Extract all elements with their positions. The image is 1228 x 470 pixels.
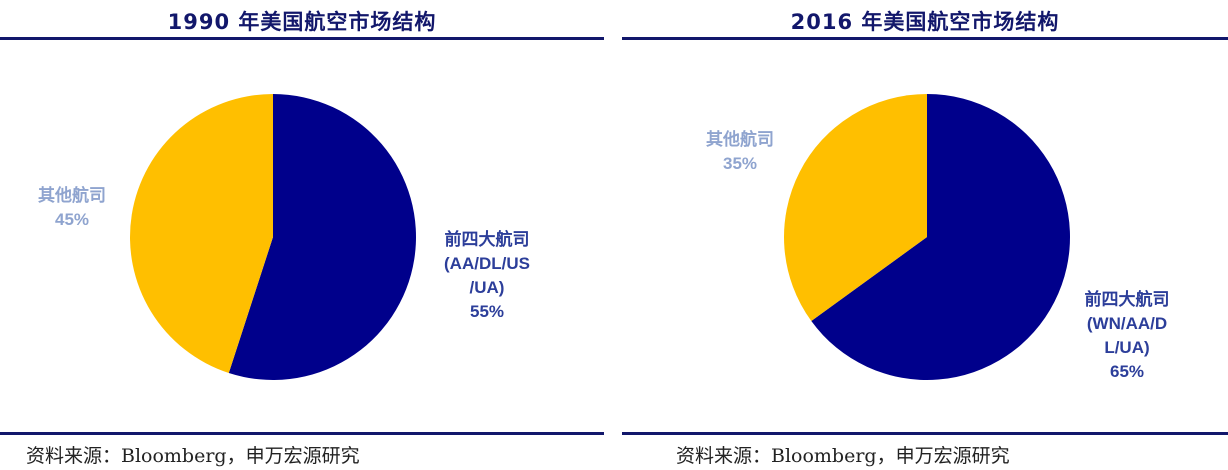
slice-sublabel-line1: (WN/AA/D bbox=[1086, 314, 1168, 333]
slice-label-top4: 前四大航司 (AA/DL/US /UA) 55% bbox=[422, 228, 552, 324]
chart-title: 1990 年美国航空市场结构 bbox=[167, 10, 437, 34]
slice-label-others: 其他航司 45% bbox=[22, 184, 122, 232]
slice-value-others: 35% bbox=[722, 154, 758, 173]
slice-label-top4: 前四大航司 (WN/AA/D L/UA) 65% bbox=[1062, 288, 1192, 384]
slice-sublabel-line2: /UA) bbox=[469, 278, 505, 297]
slice-value-others: 45% bbox=[54, 210, 90, 229]
chart-title: 2016 年美国航空市场结构 bbox=[790, 10, 1060, 34]
chart-panel-2016: 2016 年美国航空市场结构 其他航司 35% 前四大航司 (WN/AA/D L… bbox=[622, 0, 1228, 470]
slice-sublabel-line2: L/UA) bbox=[1104, 338, 1150, 357]
source-note: 资料来源：Bloomberg，申万宏源研究 bbox=[676, 445, 1010, 467]
slice-value-top4: 55% bbox=[469, 302, 505, 321]
title-divider bbox=[0, 37, 604, 40]
title-divider bbox=[622, 37, 1228, 40]
pie-chart-2016 bbox=[784, 94, 1071, 381]
chart-panel-1990: 1990 年美国航空市场结构 其他航司 45% 前四大航司 (AA/DL/US … bbox=[0, 0, 604, 470]
pie-chart-1990 bbox=[130, 94, 417, 380]
source-divider bbox=[622, 432, 1228, 435]
pie-slice-others bbox=[784, 94, 927, 322]
pie-slice-top4 bbox=[811, 94, 1071, 381]
pie-slice-others bbox=[130, 94, 273, 373]
slice-sublabel-line1: (AA/DL/US bbox=[444, 254, 530, 273]
source-note: 资料来源：Bloomberg，申万宏源研究 bbox=[26, 445, 360, 467]
pie-slice-top4 bbox=[228, 94, 417, 380]
slice-value-top4: 65% bbox=[1109, 362, 1145, 381]
source-divider bbox=[0, 432, 604, 435]
slice-label-others: 其他航司 35% bbox=[690, 128, 790, 176]
